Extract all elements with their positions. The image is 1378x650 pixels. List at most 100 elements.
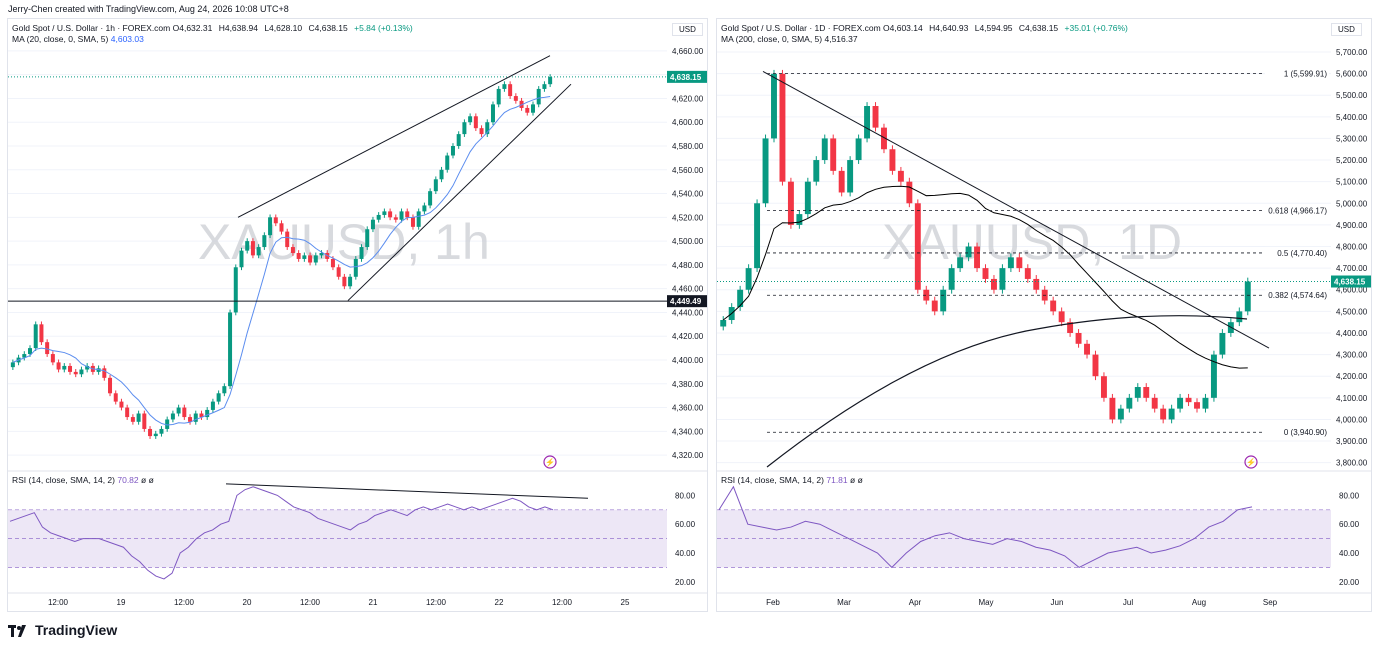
- price-tick-label: 4,380.00: [672, 380, 704, 389]
- candle-body: [370, 219, 375, 230]
- candle-body: [119, 401, 124, 408]
- candle-body: [897, 170, 904, 182]
- right-chart-svg[interactable]: 5,700.00 5,600.00 5,500.00 5,400.00 5,300.00…: [717, 19, 1371, 611]
- time-tick-label: Sep: [1263, 598, 1278, 607]
- left-chart-svg[interactable]: 4,660.004,640.004,620.004,600.004,580.00…: [8, 19, 707, 611]
- candle-body: [1007, 257, 1014, 269]
- candle-body: [479, 128, 484, 135]
- candle-body: [1024, 268, 1031, 279]
- price-tick-label: 4,700.00: [1336, 264, 1368, 273]
- price-tick-label: 4,600.00: [672, 118, 704, 127]
- right-rsi-label: RSI (14, close, SMA, 14, 2): [721, 475, 824, 485]
- right-open: O4,603.14: [883, 23, 923, 33]
- candle-body: [525, 107, 530, 113]
- fib-level-label: 0.5 (4,770.40): [1277, 249, 1327, 258]
- left-rsi-value: 70.82: [117, 475, 139, 485]
- candle-body: [965, 246, 972, 258]
- candle-body: [1160, 408, 1167, 420]
- candle-body: [10, 362, 15, 368]
- time-tick-label: Jun: [1051, 598, 1064, 607]
- time-tick-label: Feb: [766, 598, 780, 607]
- candle-body: [308, 255, 313, 263]
- candle-body: [957, 257, 964, 269]
- right-rsi-value: 71.81: [826, 475, 848, 485]
- rsi-tick-label: 80.00: [1339, 491, 1360, 500]
- candle-body: [22, 354, 27, 358]
- tradingview-logo[interactable]: TradingView: [8, 622, 117, 638]
- candle-body: [205, 409, 210, 418]
- rsi-tick-label: 20.00: [1339, 578, 1360, 587]
- moving-average-line: [12, 96, 551, 426]
- candle-body: [450, 146, 455, 156]
- candle-body: [1126, 397, 1133, 409]
- candle-body: [62, 365, 67, 370]
- time-tick-label: Apr: [909, 598, 922, 607]
- candle-body: [1033, 278, 1040, 290]
- price-tick-label: 4,900.00: [1336, 221, 1368, 230]
- price-tick-label: 3,900.00: [1336, 437, 1368, 446]
- time-tick-label: 12:00: [48, 598, 69, 607]
- candle-body: [416, 211, 421, 227]
- candle-body: [165, 419, 170, 429]
- candle-body: [1058, 311, 1065, 323]
- price-tick-label: 4,620.00: [672, 94, 704, 103]
- candle-body: [199, 413, 204, 418]
- candle-body: [319, 253, 324, 256]
- left-chart-panel[interactable]: 4,660.004,640.004,620.004,600.004,580.00…: [7, 18, 708, 612]
- price-tick-label: 4,360.00: [672, 404, 704, 413]
- candle-body: [473, 116, 478, 129]
- last-price-label: 4,638.15: [1334, 278, 1366, 287]
- candle-body: [188, 417, 193, 422]
- candle-body: [990, 278, 997, 290]
- candle-body: [422, 205, 427, 212]
- candle-body: [153, 433, 158, 437]
- last-price-tag: [667, 70, 707, 83]
- tradingview-logo-text: TradingView: [35, 622, 118, 638]
- moving-average-line: [722, 185, 1248, 369]
- left-currency-button[interactable]: USD: [672, 23, 703, 36]
- candle-body: [233, 267, 238, 313]
- lightning-glyph: ⚡: [545, 457, 555, 467]
- rsi-tick-label: 80.00: [675, 491, 696, 500]
- candle-body: [353, 258, 358, 277]
- candle-body: [302, 255, 307, 259]
- rsi-tick-label: 60.00: [675, 520, 696, 529]
- price-tick-label: 4,500.00: [672, 237, 704, 246]
- left-ma-legend: MA (20, close, 0, SMA, 5) 4,603.03: [12, 34, 144, 44]
- candle-body: [125, 407, 130, 418]
- candle-body: [290, 247, 295, 253]
- fib-label-bg: [1265, 289, 1329, 301]
- candle-body: [1117, 408, 1124, 420]
- price-tick-label: 5,700.00: [1336, 48, 1368, 57]
- candle-body: [1168, 408, 1175, 420]
- right-close: C4,638.15: [1018, 23, 1059, 33]
- candle-body: [872, 106, 879, 128]
- time-tick-label: 25: [621, 598, 630, 607]
- candle-body: [813, 160, 820, 182]
- price-tick-label: 5,600.00: [1336, 70, 1368, 79]
- candle-body: [393, 217, 398, 220]
- candle-body: [45, 342, 50, 355]
- candle-body: [1092, 354, 1099, 377]
- rsi-tick-label: 20.00: [675, 578, 696, 587]
- candle-body: [193, 413, 198, 422]
- left-change: +5.84 (+0.13%): [354, 23, 413, 33]
- rsi-tick-label: 40.00: [1339, 549, 1360, 558]
- right-currency-button[interactable]: USD: [1331, 23, 1362, 36]
- candle-body: [256, 247, 261, 256]
- candle-body: [410, 217, 415, 227]
- price-tick-label: 4,460.00: [672, 285, 704, 294]
- candle-body: [906, 181, 913, 204]
- candle-body: [864, 106, 871, 139]
- candle-body: [974, 246, 981, 269]
- right-chart-panel[interactable]: 5,700.00 5,600.00 5,500.00 5,400.00 5,300.00…: [716, 18, 1372, 612]
- candle-body: [999, 268, 1006, 290]
- candle-body: [336, 267, 341, 277]
- candle-body: [102, 368, 107, 378]
- rsi-line: [718, 485, 1253, 569]
- candle-body: [536, 88, 541, 105]
- candle-body: [50, 354, 55, 363]
- left-ma-label: MA (20, close, 0, SMA, 5): [12, 34, 109, 44]
- candle-body: [108, 377, 113, 394]
- candle-body: [508, 84, 513, 97]
